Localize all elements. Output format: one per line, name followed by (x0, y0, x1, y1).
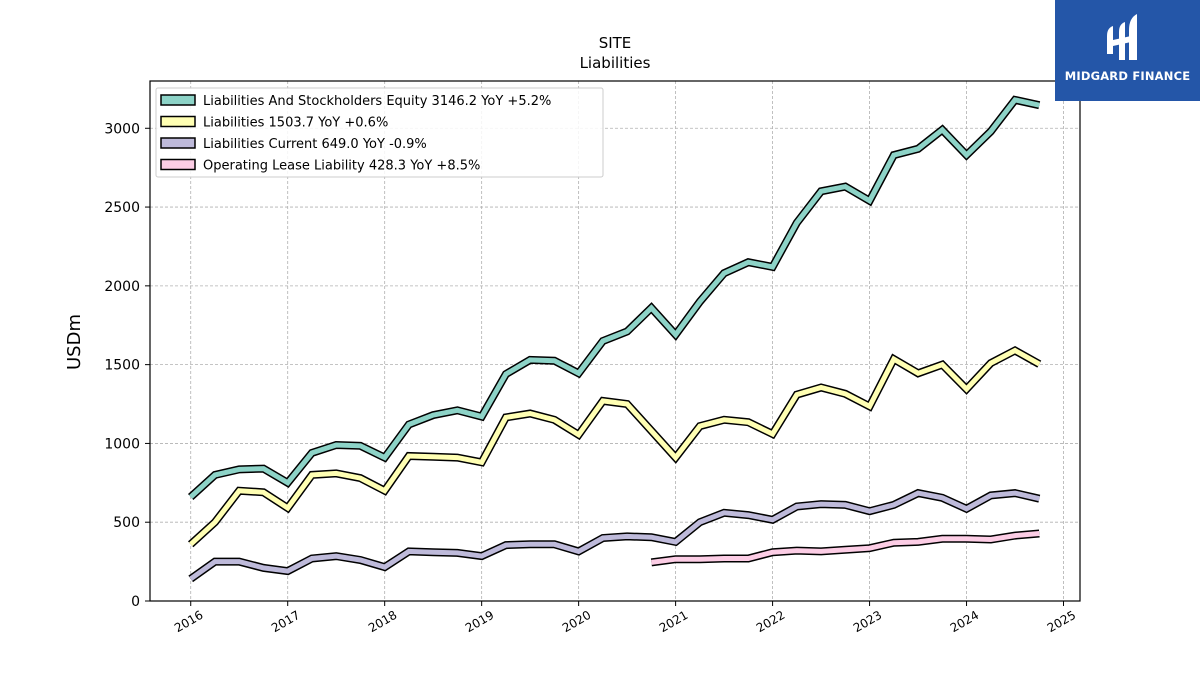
x-tick-label: 2023 (851, 608, 884, 635)
y-tick-label: 2500 (104, 200, 140, 216)
x-tick-label: 2024 (948, 608, 981, 635)
y-tick-label: 1500 (104, 358, 140, 374)
legend-label: Operating Lease Liability 428.3 YoY +8.5… (203, 159, 480, 174)
brand-name: MIDGARD FINANCE (1064, 69, 1191, 83)
y-tick-label: 1000 (104, 436, 140, 452)
x-tick-label: 2020 (560, 608, 593, 635)
y-tick-label: 2000 (104, 279, 140, 295)
legend-label: Liabilities 1503.7 YoY +0.6% (203, 116, 388, 131)
series-lines (188, 95, 1042, 583)
series-line (189, 97, 1040, 499)
x-tick-label: 2019 (463, 608, 496, 635)
series-liabilities-current (188, 488, 1041, 583)
x-tick-label: 2021 (657, 608, 690, 635)
x-tick-label: 2025 (1045, 608, 1078, 635)
legend: Liabilities And Stockholders Equity 3146… (155, 87, 604, 178)
legend-swatch (160, 137, 196, 149)
legend-swatch (160, 158, 196, 171)
legend-box (155, 87, 604, 178)
brand-logo: MIDGARD FINANCE (1055, 0, 1200, 101)
series-line (189, 347, 1041, 547)
y-tick-label: 500 (113, 515, 140, 531)
series-liabilities-and-stockholders-equity (188, 95, 1041, 500)
x-tick-label: 2018 (366, 608, 399, 635)
y-tick-label: 0 (131, 594, 140, 610)
y-tick-label: 3000 (104, 121, 140, 137)
axis-ticks: 0 500 1000 1500 2000 2500 3000 2016 2017 2018 2019… (104, 121, 1078, 635)
legend-label: Liabilities Current 649.0 YoY -0.9% (203, 137, 427, 152)
series-operating-lease-liability (650, 529, 1040, 567)
legend-label: Liabilities And Stockholders Equity 3146… (203, 94, 551, 109)
y-axis-label: USDm (64, 314, 85, 370)
x-tick-label: 2022 (754, 608, 787, 635)
plot-frame (149, 80, 1081, 602)
x-tick-label: 2017 (269, 608, 302, 635)
chart-subtitle: Liabilities (580, 54, 651, 72)
brand-mark-icon (1107, 14, 1137, 60)
x-tick-label: 2016 (172, 608, 205, 635)
legend-swatch (160, 94, 196, 106)
chart-title: SITE (599, 34, 632, 52)
grid (150, 81, 1080, 602)
series-liabilities (188, 345, 1042, 548)
legend-swatch (160, 115, 196, 128)
series-line (189, 490, 1040, 581)
series-line (651, 531, 1040, 565)
